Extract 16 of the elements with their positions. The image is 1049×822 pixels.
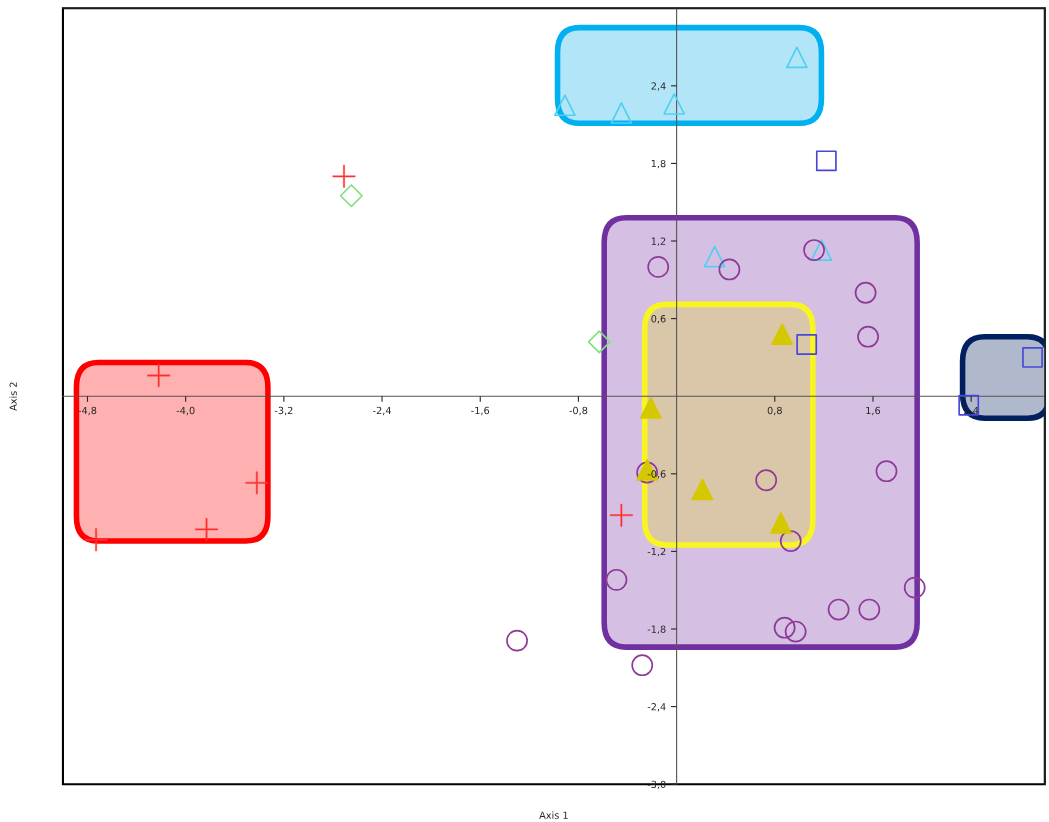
y-tick-label: 0,6: [651, 315, 666, 324]
x-tick-label: -3,2: [274, 406, 293, 416]
y-tick-label: 1,8: [651, 159, 666, 169]
y-tick-label: 2,4: [651, 82, 666, 91]
x-tick-label: 0,8: [767, 406, 782, 416]
y-tick-label: -2,4: [647, 703, 666, 712]
y-tick-label: -1,8: [647, 625, 666, 634]
y-tick-label: 1,2: [651, 237, 666, 246]
x-tick-label: -0,8: [569, 406, 588, 416]
y-tick-label: -1,2: [647, 547, 666, 557]
x-tick-label: -4,0: [176, 406, 195, 416]
x-tick-label: -1,6: [471, 406, 490, 416]
y-axis-title: Axis 2: [9, 382, 17, 411]
x-axis-title: Axis 1: [539, 811, 568, 819]
x-tick-label: 1,6: [866, 406, 881, 416]
x-tick-label: -2,4: [373, 406, 391, 416]
